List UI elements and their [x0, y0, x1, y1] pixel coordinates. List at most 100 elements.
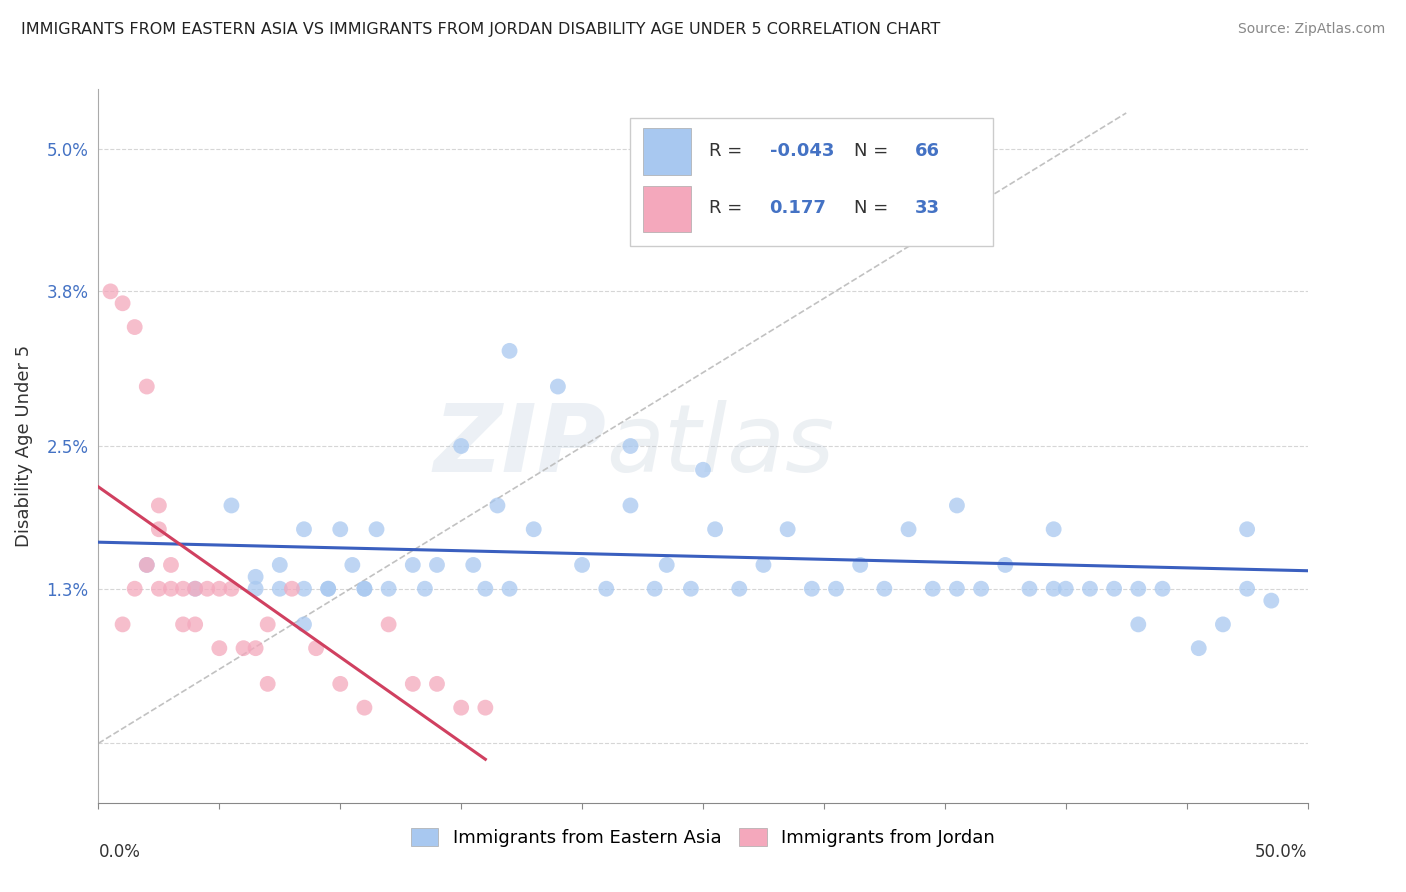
Point [486, 499, 509, 513]
Point [353, 582, 375, 596]
Point [135, 558, 157, 572]
Point [728, 582, 751, 596]
Point [413, 582, 436, 596]
Point [366, 522, 388, 536]
Point [184, 617, 207, 632]
Text: R =: R = [709, 200, 748, 218]
Point [172, 617, 194, 632]
Point [619, 499, 641, 513]
Point [825, 582, 848, 596]
Text: 66: 66 [915, 143, 939, 161]
Point [547, 379, 569, 393]
Point [402, 558, 425, 572]
Point [849, 558, 872, 572]
Point [1042, 522, 1064, 536]
Point [135, 558, 157, 572]
Text: 50.0%: 50.0% [1256, 843, 1308, 861]
FancyBboxPatch shape [643, 186, 690, 232]
Point [342, 558, 364, 572]
Point [377, 582, 399, 596]
Text: N =: N = [855, 200, 894, 218]
Y-axis label: Disability Age Under 5: Disability Age Under 5 [14, 345, 32, 547]
Point [1102, 582, 1125, 596]
Point [172, 582, 194, 596]
Point [316, 582, 339, 596]
Point [292, 522, 315, 536]
Text: R =: R = [709, 143, 748, 161]
Legend: Immigrants from Eastern Asia, Immigrants from Jordan: Immigrants from Eastern Asia, Immigrants… [404, 821, 1002, 855]
Point [353, 582, 375, 596]
Point [100, 285, 122, 299]
Point [1260, 593, 1282, 607]
Point [208, 582, 231, 596]
Point [463, 558, 485, 572]
Point [232, 641, 254, 656]
Point [498, 582, 520, 596]
Point [124, 320, 146, 334]
Point [946, 499, 969, 513]
Point [148, 499, 170, 513]
Point [897, 522, 920, 536]
Point [124, 582, 146, 596]
Point [1188, 641, 1211, 656]
Point [679, 582, 702, 596]
Point [353, 700, 375, 714]
FancyBboxPatch shape [643, 128, 690, 175]
Point [316, 582, 339, 596]
Text: 33: 33 [915, 200, 939, 218]
Point [849, 225, 872, 239]
Point [1054, 582, 1077, 596]
Text: N =: N = [855, 143, 894, 161]
Point [269, 582, 291, 596]
Point [292, 617, 315, 632]
Point [269, 558, 291, 572]
Point [1236, 522, 1258, 536]
Point [474, 700, 496, 714]
Point [245, 641, 267, 656]
Point [160, 558, 183, 572]
Point [305, 641, 328, 656]
Text: 0.0%: 0.0% [98, 843, 141, 861]
Point [402, 677, 425, 691]
Point [111, 617, 134, 632]
Point [184, 582, 207, 596]
Point [245, 582, 267, 596]
Point [498, 343, 520, 358]
Point [377, 617, 399, 632]
Point [655, 558, 678, 572]
Point [329, 522, 352, 536]
Point [692, 463, 714, 477]
Point [221, 499, 243, 513]
Point [450, 439, 472, 453]
Text: Source: ZipAtlas.com: Source: ZipAtlas.com [1237, 22, 1385, 37]
Point [1128, 582, 1150, 596]
Point [1042, 582, 1064, 596]
Text: atlas: atlas [606, 401, 835, 491]
Point [595, 582, 617, 596]
Point [921, 582, 943, 596]
Point [160, 582, 183, 596]
Point [426, 558, 449, 572]
Point [426, 677, 449, 691]
FancyBboxPatch shape [630, 118, 993, 246]
Point [208, 641, 231, 656]
Point [111, 296, 134, 310]
Point [644, 582, 666, 596]
Point [184, 582, 207, 596]
Point [752, 558, 775, 572]
Point [256, 617, 278, 632]
Point [571, 558, 593, 572]
Text: 0.177: 0.177 [769, 200, 827, 218]
Point [800, 582, 823, 596]
Text: -0.043: -0.043 [769, 143, 834, 161]
Point [474, 582, 496, 596]
Point [873, 582, 896, 596]
Point [970, 582, 993, 596]
Text: IMMIGRANTS FROM EASTERN ASIA VS IMMIGRANTS FROM JORDAN DISABILITY AGE UNDER 5 CO: IMMIGRANTS FROM EASTERN ASIA VS IMMIGRAN… [21, 22, 941, 37]
Point [329, 677, 352, 691]
Point [281, 582, 304, 596]
Point [1236, 582, 1258, 596]
Point [523, 522, 546, 536]
Point [256, 677, 278, 691]
Point [1018, 582, 1040, 596]
